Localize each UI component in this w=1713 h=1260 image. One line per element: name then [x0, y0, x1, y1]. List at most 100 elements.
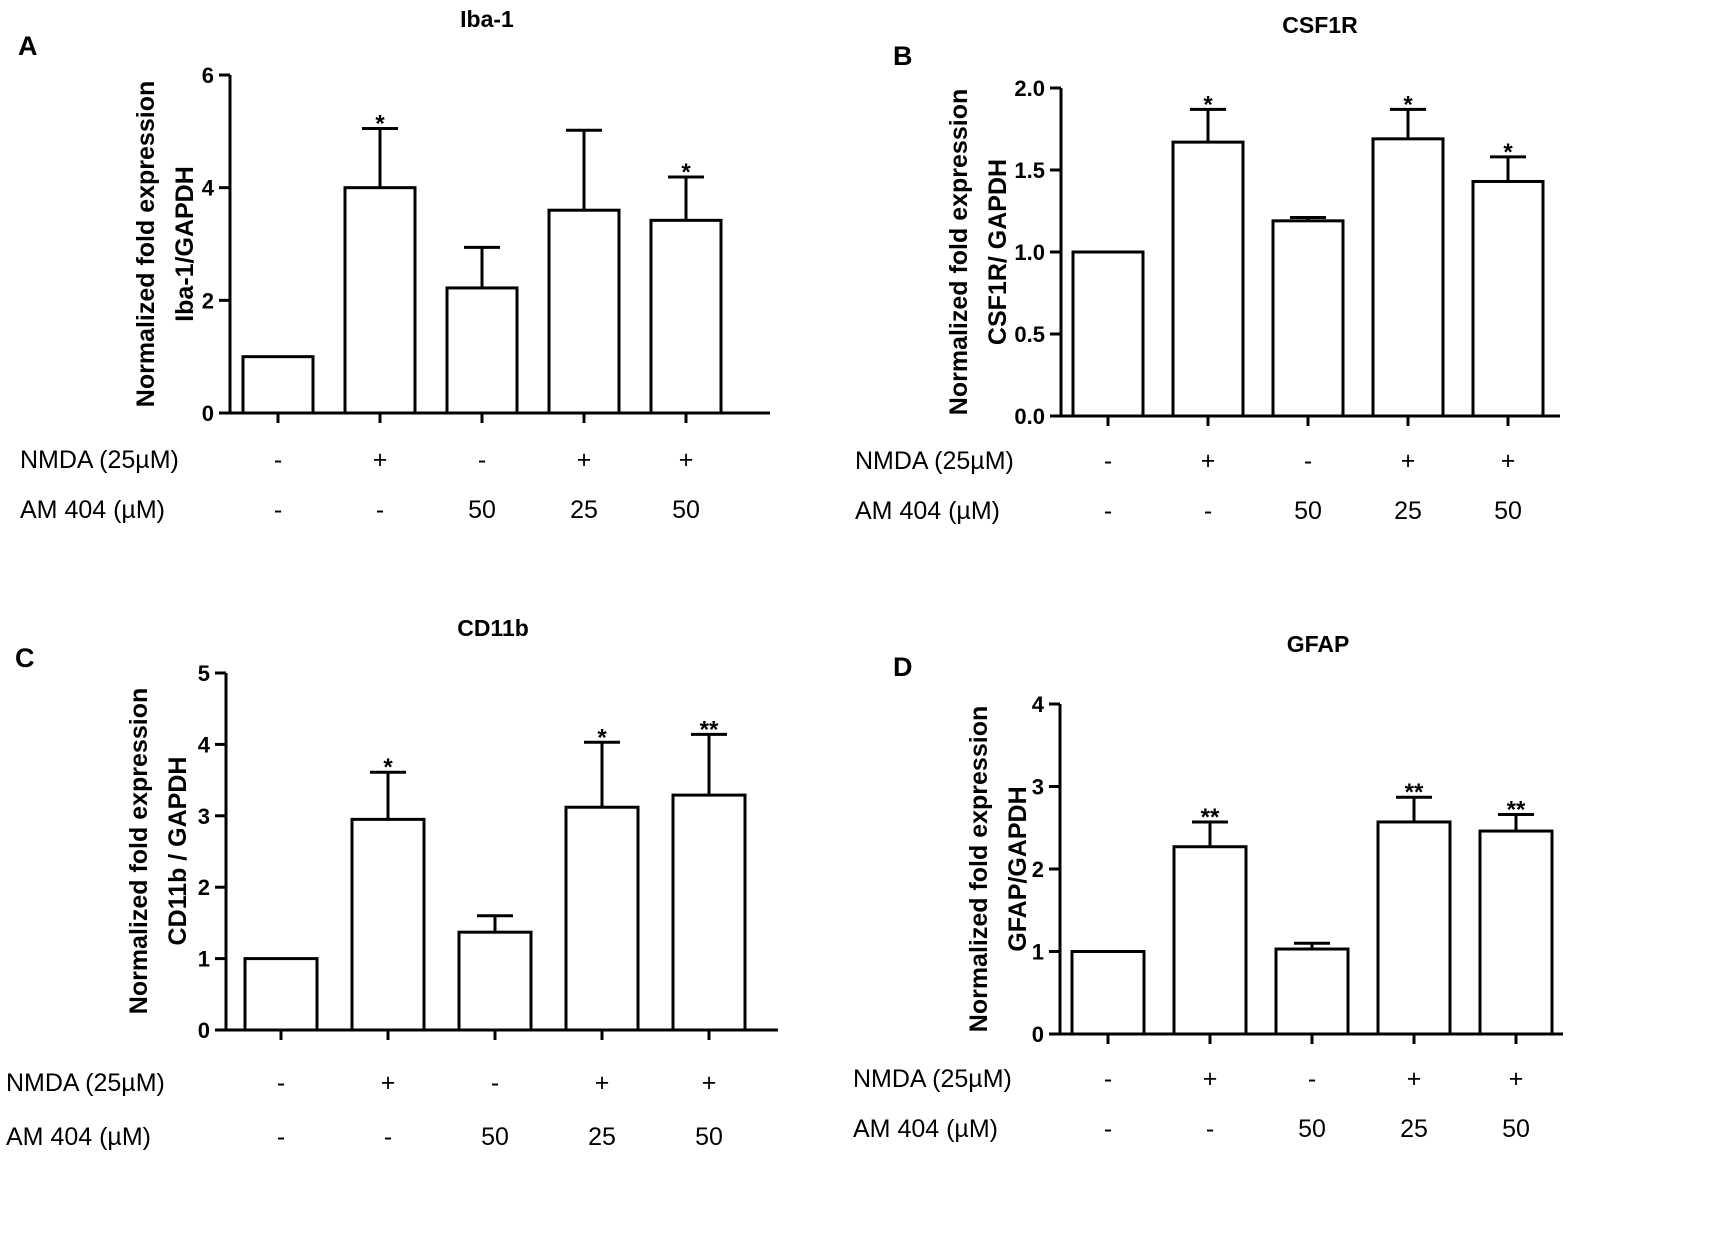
chart-c-row-cell: - — [277, 1069, 285, 1097]
chart-a-significance-mark: * — [375, 111, 385, 138]
chart-b-significance-mark: * — [1403, 91, 1413, 118]
chart-b-bar — [1471, 179, 1545, 418]
chart-c-row-cell: 50 — [481, 1123, 509, 1151]
chart-c-significance-mark: * — [597, 724, 607, 751]
chart-a-ytick-label: 2 — [202, 288, 214, 313]
chart-d-ytick-label: 2 — [1032, 857, 1044, 882]
chart-b-row-cell: - — [1104, 447, 1112, 475]
chart-d-row-cell: - — [1104, 1065, 1112, 1093]
chart-c: C CD11b Normalized fold expression CD11b / … — [6, 615, 778, 1151]
chart-d-ytick-label: 0 — [1032, 1022, 1044, 1047]
chart-d-row-label-2: AM 404 (µM) — [853, 1115, 998, 1143]
chart-a-ytick-label: 4 — [202, 176, 215, 201]
chart-b-row-cell: 50 — [1294, 497, 1322, 525]
chart-d-row-cell: 50 — [1502, 1115, 1530, 1143]
chart-a-row-cell: + — [679, 446, 694, 474]
chart-b-ytick-label: 0.0 — [1014, 404, 1045, 429]
chart-c-bar — [350, 817, 426, 1032]
chart-c-row-label-1: NMDA (25µM) — [6, 1069, 165, 1097]
chart-b-row-cell: + — [1201, 447, 1216, 475]
chart-d-row-cell: 25 — [1400, 1115, 1428, 1143]
chart-a-row-cell: - — [478, 446, 486, 474]
chart-d-bar — [1478, 829, 1554, 1036]
chart-a-row-cell: - — [274, 446, 282, 474]
chart-a-panel-letter: A — [18, 31, 38, 61]
chart-c-ylabel-line-1: Normalized fold expression — [125, 688, 153, 1014]
chart-b-ytick-label: 0.5 — [1014, 322, 1045, 347]
chart-d-row-cell: + — [1203, 1065, 1218, 1093]
chart-d-bar — [1172, 845, 1248, 1036]
chart-d-bar — [1274, 947, 1350, 1036]
chart-b-significance-mark: * — [1503, 139, 1513, 166]
chart-c-ytick-label: 4 — [198, 732, 211, 757]
chart-c-row-cell: - — [491, 1069, 499, 1097]
chart-a-row-label-1: NMDA (25µM) — [20, 446, 179, 474]
chart-b-row-cell: + — [1501, 447, 1516, 475]
chart-c-bar — [243, 957, 319, 1032]
chart-c-ytick-label: 2 — [198, 875, 210, 900]
chart-d-bar — [1376, 820, 1452, 1036]
chart-d: D GFAP Normalized fold expression GFAP/GAPD… — [853, 631, 1563, 1143]
chart-b-bar — [1071, 250, 1145, 418]
chart-d-row-cell: - — [1104, 1115, 1112, 1143]
chart-b-bar — [1371, 137, 1445, 418]
chart-c-ylabel-line-2: CD11b / GAPDH — [164, 757, 192, 946]
chart-d-row-cell: - — [1206, 1115, 1214, 1143]
chart-a-row-label-2: AM 404 (µM) — [20, 496, 165, 524]
chart-c-bar — [564, 805, 640, 1032]
chart-a: A Iba-1 Normalized fold expression Iba-1/GA… — [18, 6, 770, 524]
chart-a-ytick-label: 0 — [202, 401, 214, 426]
chart-c-bar — [671, 793, 747, 1032]
chart-c-row-label-2: AM 404 (µM) — [6, 1123, 151, 1151]
chart-a-row-cell: - — [274, 496, 282, 524]
chart-c-ytick-label: 5 — [198, 661, 210, 686]
chart-a-ylabel-line-1: Normalized fold expression — [132, 81, 160, 407]
chart-c-bar — [457, 930, 533, 1032]
chart-c-row-cell: - — [384, 1123, 392, 1151]
chart-c-row-cell: + — [381, 1069, 396, 1097]
chart-b-row-label-1: NMDA (25µM) — [855, 447, 1014, 475]
chart-a-row-cell: 50 — [468, 496, 496, 524]
chart-b-row-cell: - — [1204, 497, 1212, 525]
chart-d-significance-mark: ** — [1507, 797, 1526, 824]
chart-c-row-cell: 50 — [695, 1123, 723, 1151]
chart-d-row-cell: - — [1308, 1065, 1316, 1093]
chart-c-row-cell: + — [595, 1069, 610, 1097]
chart-a-ytick-label: 6 — [202, 63, 214, 88]
chart-b-bar — [1171, 140, 1245, 418]
chart-d-ylabel-line-2: GFAP/GAPDH — [1004, 786, 1032, 951]
chart-b-row-label-2: AM 404 (µM) — [855, 497, 1000, 525]
chart-a-bar — [445, 286, 519, 415]
chart-c-significance-mark: * — [383, 754, 393, 781]
chart-d-row-cell: 50 — [1298, 1115, 1326, 1143]
chart-b-ytick-label: 1.5 — [1014, 158, 1045, 183]
chart-a-significance-mark: * — [681, 159, 691, 186]
chart-c-ytick-label: 1 — [198, 947, 210, 972]
chart-d-ytick-label: 3 — [1032, 775, 1044, 800]
chart-a-bar — [343, 186, 417, 415]
chart-c-row-cell: 25 — [588, 1123, 616, 1151]
chart-b-bar — [1271, 219, 1345, 418]
chart-d-significance-mark: ** — [1405, 779, 1424, 806]
chart-c-panel-letter: C — [15, 643, 35, 673]
chart-b-ylabel-line-2: CSF1R/ GAPDH — [984, 159, 1012, 345]
chart-b-row-cell: - — [1104, 497, 1112, 525]
chart-a-title: Iba-1 — [460, 6, 514, 32]
chart-d-ytick-label: 4 — [1032, 692, 1045, 717]
chart-b-row-cell: - — [1304, 447, 1312, 475]
chart-a-bar — [649, 218, 723, 415]
chart-a-row-cell: + — [577, 446, 592, 474]
chart-a-row-cell: + — [373, 446, 388, 474]
chart-a-bar — [241, 355, 315, 415]
chart-b-ytick-label: 2.0 — [1014, 76, 1045, 101]
chart-b-row-cell: 50 — [1494, 497, 1522, 525]
chart-d-ylabel-line-1: Normalized fold expression — [965, 706, 993, 1032]
chart-c-ytick-label: 3 — [198, 804, 210, 829]
chart-d-significance-mark: ** — [1201, 804, 1220, 831]
chart-b-significance-mark: * — [1203, 91, 1213, 118]
chart-b-panel-letter: B — [893, 41, 913, 71]
chart-b: B CSF1R Normalized fold expression CSF1R/ G… — [855, 12, 1560, 525]
chart-b-ylabel-line-1: Normalized fold expression — [945, 89, 973, 415]
chart-d-panel-letter: D — [893, 652, 913, 682]
